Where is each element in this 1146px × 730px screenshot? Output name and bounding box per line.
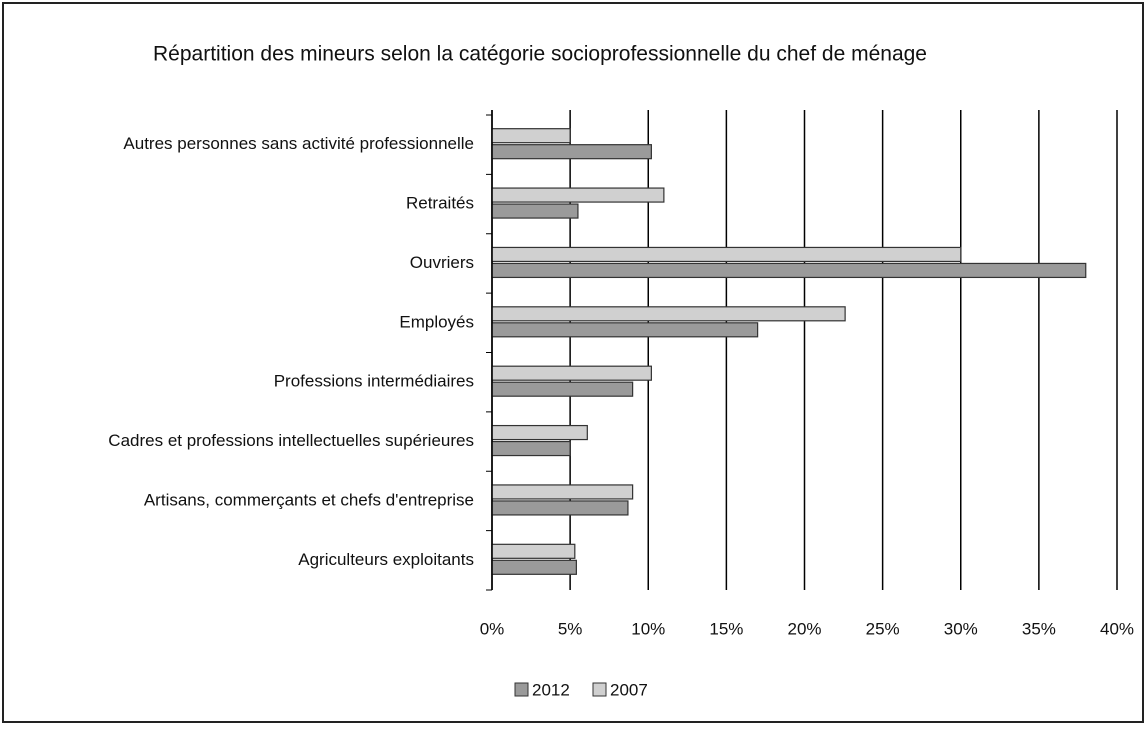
x-tick-label: 25% [866, 619, 900, 638]
legend-label: 2007 [610, 680, 648, 699]
x-tick-label: 5% [558, 619, 583, 638]
x-tick-label: 30% [944, 619, 978, 638]
bar [491, 559, 577, 575]
bar [491, 262, 1087, 279]
legend-swatch [514, 682, 529, 697]
bar [491, 381, 634, 397]
bar [491, 306, 846, 322]
x-tick-label: 35% [1022, 619, 1056, 638]
bar [491, 128, 571, 144]
y-tick-label: Autres personnes sans activité professio… [123, 134, 474, 153]
bar [491, 203, 579, 219]
x-tick-label: 20% [787, 619, 821, 638]
bar [491, 500, 629, 516]
bar [491, 440, 571, 457]
y-tick-label: Cadres et professions intellectuelles su… [108, 431, 474, 450]
bar [491, 484, 634, 500]
y-tick-label: Retraités [406, 194, 474, 213]
chart-title: Répartition des mineurs selon la catégor… [153, 43, 927, 66]
x-tick-label: 10% [631, 619, 665, 638]
bar [491, 424, 588, 441]
bar [491, 322, 759, 338]
x-tick-label: 15% [709, 619, 743, 638]
y-tick-label: Employés [399, 312, 474, 331]
y-tick-label: Ouvriers [410, 253, 474, 272]
bar [491, 187, 665, 203]
bar [491, 365, 652, 381]
bar [491, 246, 962, 263]
x-tick-label: 0% [480, 619, 505, 638]
legend-label: 2012 [532, 680, 570, 699]
y-tick-label: Professions intermédiaires [274, 372, 474, 391]
x-tick-label: 40% [1100, 619, 1134, 638]
legend-swatch [592, 682, 607, 697]
y-tick-label: Artisans, commerçants et chefs d'entrepr… [144, 490, 474, 509]
y-tick-label: Agriculteurs exploitants [298, 550, 474, 569]
bar [491, 543, 576, 559]
bar [491, 144, 652, 160]
